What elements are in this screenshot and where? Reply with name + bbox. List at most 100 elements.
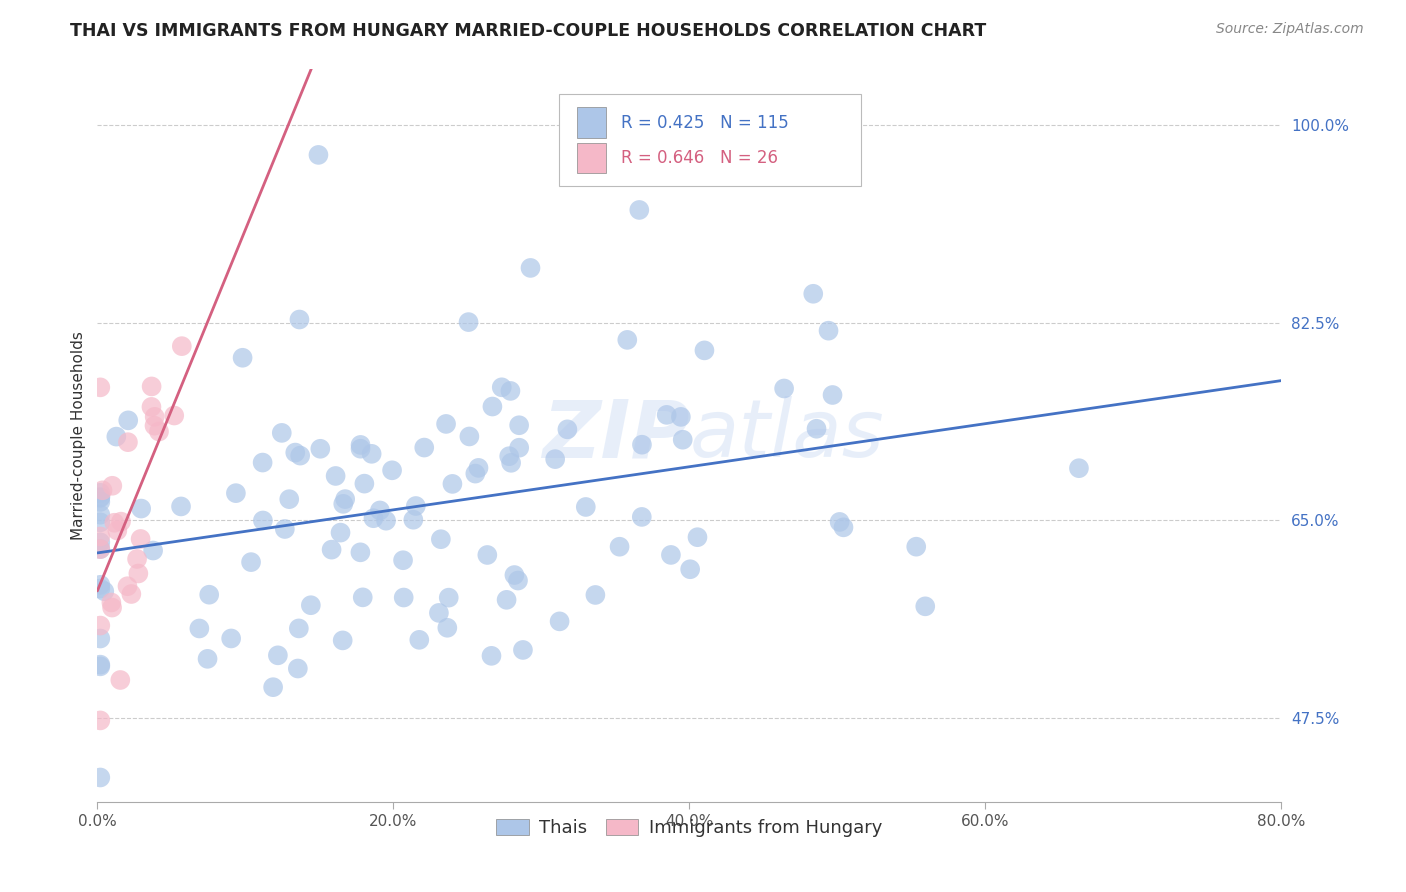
- Point: [188, 622, 211, 636]
- Point: [631, 438, 654, 452]
- Point: [170, 339, 193, 353]
- Point: [360, 447, 382, 461]
- Point: [491, 380, 513, 394]
- Point: [669, 409, 692, 424]
- Point: [198, 588, 221, 602]
- Point: [495, 592, 517, 607]
- Point: [89, 529, 111, 543]
- Point: [89, 659, 111, 673]
- Point: [817, 324, 839, 338]
- Point: [252, 513, 274, 527]
- Point: [392, 553, 415, 567]
- Point: [100, 595, 122, 609]
- Point: [381, 463, 404, 477]
- Point: [506, 574, 529, 588]
- Point: [349, 442, 371, 456]
- Point: [806, 422, 828, 436]
- Point: [329, 525, 352, 540]
- Point: [575, 500, 598, 514]
- Point: [616, 333, 638, 347]
- Point: [679, 562, 702, 576]
- Point: [89, 578, 111, 592]
- Point: [240, 555, 263, 569]
- Point: [127, 566, 149, 581]
- Point: [110, 515, 132, 529]
- Point: [655, 408, 678, 422]
- Point: [89, 491, 111, 505]
- Point: [821, 388, 844, 402]
- Point: [481, 648, 503, 663]
- Point: [170, 500, 193, 514]
- Point: [117, 413, 139, 427]
- Point: [335, 492, 357, 507]
- Point: [519, 260, 541, 275]
- Point: [89, 632, 111, 646]
- Point: [352, 591, 374, 605]
- Point: [353, 476, 375, 491]
- Point: [332, 497, 354, 511]
- Point: [544, 452, 567, 467]
- Point: [583, 588, 606, 602]
- Point: [163, 409, 186, 423]
- Point: [686, 530, 709, 544]
- Point: [325, 469, 347, 483]
- Point: [512, 643, 534, 657]
- Point: [267, 648, 290, 663]
- Point: [89, 495, 111, 509]
- Point: [307, 148, 329, 162]
- Point: [270, 425, 292, 440]
- Text: THAI VS IMMIGRANTS FROM HUNGARY MARRIED-COUPLE HOUSEHOLDS CORRELATION CHART: THAI VS IMMIGRANTS FROM HUNGARY MARRIED-…: [70, 22, 987, 40]
- Point: [349, 438, 371, 452]
- Point: [299, 598, 322, 612]
- Point: [89, 542, 111, 557]
- Point: [408, 632, 430, 647]
- Point: [262, 680, 284, 694]
- Point: [252, 456, 274, 470]
- Text: ZIP: ZIP: [541, 396, 689, 475]
- Point: [232, 351, 254, 365]
- Point: [89, 657, 111, 672]
- Point: [225, 486, 247, 500]
- Point: [91, 483, 114, 498]
- Point: [609, 540, 631, 554]
- Point: [628, 202, 651, 217]
- Point: [363, 511, 385, 525]
- Point: [672, 433, 695, 447]
- Point: [89, 771, 111, 785]
- Point: [375, 514, 398, 528]
- FancyBboxPatch shape: [576, 143, 606, 173]
- Point: [321, 542, 343, 557]
- Point: [105, 429, 128, 443]
- Point: [499, 384, 522, 398]
- Point: [117, 435, 139, 450]
- Point: [89, 380, 111, 394]
- Point: [693, 343, 716, 358]
- Point: [501, 456, 523, 470]
- Point: [349, 545, 371, 559]
- Point: [477, 548, 499, 562]
- Point: [457, 315, 479, 329]
- Point: [914, 599, 936, 614]
- Point: [89, 714, 111, 728]
- Point: [309, 442, 332, 456]
- Point: [630, 509, 652, 524]
- Point: [274, 522, 297, 536]
- Point: [557, 422, 579, 436]
- Point: [437, 591, 460, 605]
- Point: [117, 579, 139, 593]
- Point: [284, 445, 307, 459]
- Point: [101, 600, 124, 615]
- Legend: Thais, Immigrants from Hungary: Thais, Immigrants from Hungary: [489, 812, 890, 845]
- Point: [290, 449, 312, 463]
- Point: [219, 632, 242, 646]
- Point: [143, 418, 166, 433]
- FancyBboxPatch shape: [576, 107, 606, 138]
- Point: [659, 548, 682, 562]
- Point: [141, 400, 163, 414]
- Point: [129, 501, 152, 516]
- Point: [332, 633, 354, 648]
- Point: [436, 621, 458, 635]
- Point: [508, 441, 530, 455]
- Point: [129, 532, 152, 546]
- Point: [143, 409, 166, 424]
